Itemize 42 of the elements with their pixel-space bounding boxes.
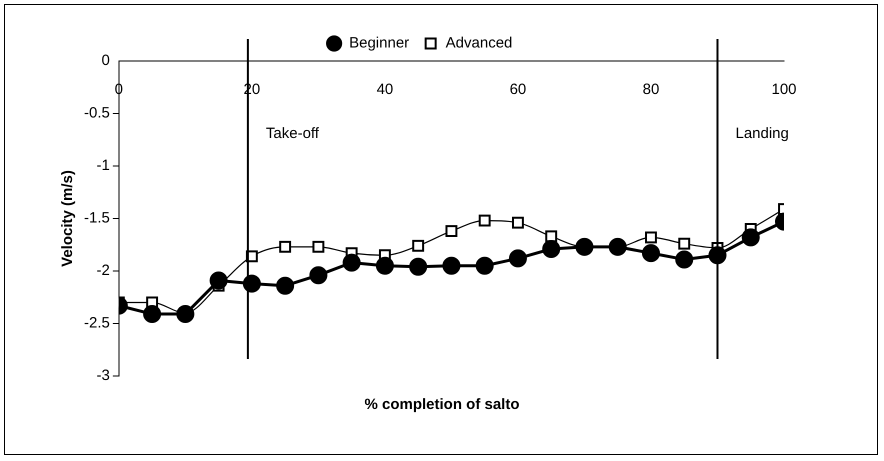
point [143,305,162,324]
ref-line-label: Take-off [266,125,320,142]
ref-line-label: Landing [735,125,789,142]
point [442,256,460,275]
point [575,238,594,256]
point [279,240,292,253]
point [445,225,458,238]
x-axis-title: % completion of salto [363,396,520,413]
y-tick-label: -0.5 [84,104,110,122]
point [342,254,361,272]
point [508,249,527,268]
legend-label: Advanced [446,34,512,52]
point [542,240,560,258]
y-tick-label: -3 [96,367,110,384]
x-tick-label: 100 [771,81,797,98]
point [642,244,660,262]
point [476,256,494,275]
y-tick-label: -1 [96,157,110,174]
y-tick-label: -1.5 [84,210,110,227]
point [742,228,760,246]
x-tick-label: 40 [376,81,394,98]
x-tick-label: 60 [510,81,526,98]
point [176,305,194,324]
point [276,276,294,295]
point [312,240,324,253]
point [675,250,694,268]
point [412,240,424,252]
y-tick-label: -2 [96,262,110,280]
y-tick-label: -2.5 [84,314,110,332]
legend-label: Beginner [349,34,410,52]
point [309,266,328,284]
point [512,216,524,229]
y-axis-title: Velocity (m/s) [59,170,76,267]
x-tick-label: 80 [642,81,660,98]
point [645,231,657,244]
point [478,214,491,227]
y-tick-label: 0 [102,52,110,70]
point [678,238,690,250]
point [210,271,228,290]
point [376,256,394,275]
point [409,258,428,276]
point [608,238,627,256]
